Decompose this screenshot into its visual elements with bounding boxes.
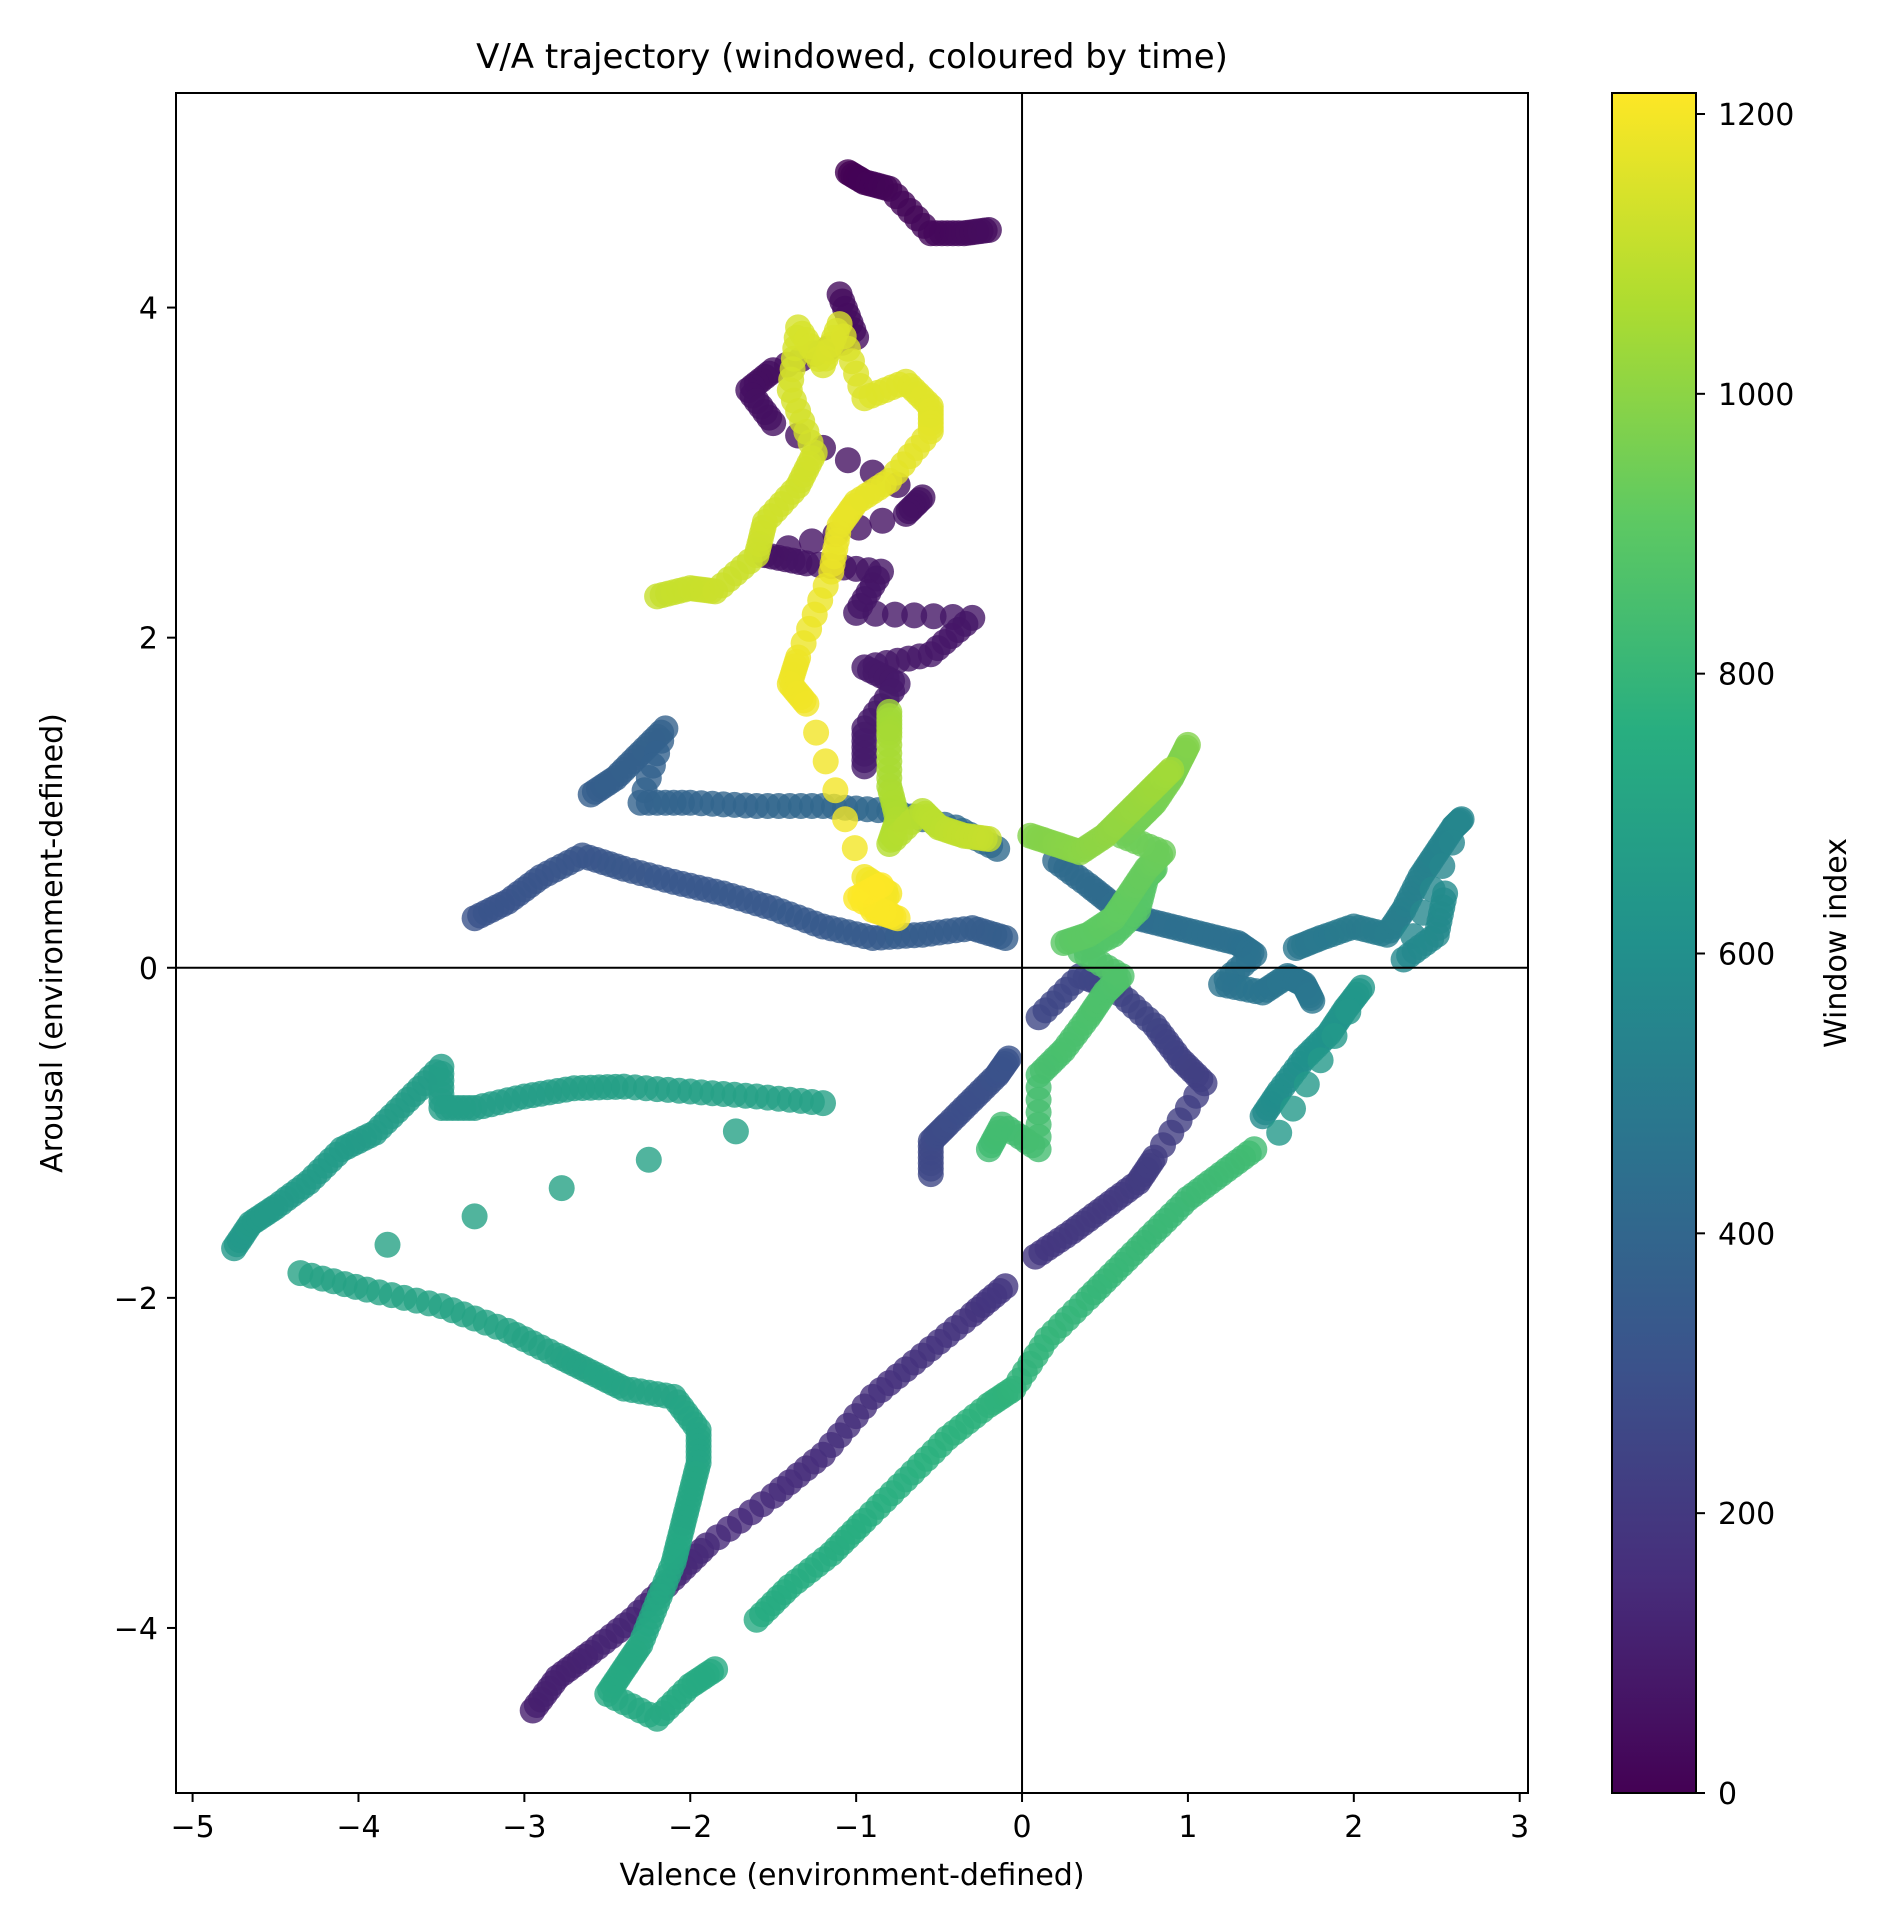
data-point [1158,756,1185,783]
data-point [798,528,825,555]
data-point [868,872,894,899]
x-tick-label: 3 [1510,1810,1529,1845]
colorbar-tick-label: 0 [1718,1777,1737,1812]
x-tick-label: −2 [668,1810,712,1845]
colorbar-tick-label: 1200 [1718,98,1794,133]
data-point [1241,1136,1268,1163]
data-point [881,601,908,628]
data-point [1448,806,1475,833]
data-point [832,806,859,833]
data-point [851,753,878,780]
x-tick-label: −1 [834,1810,878,1845]
chart-title: V/A trajectory (windowed, coloured by ti… [476,37,1228,77]
data-point [834,447,861,474]
x-axis-label: Valence (environment-defined) [619,1858,1084,1893]
data-point [374,1231,401,1258]
y-tick-label: 0 [139,952,158,987]
colorbar-tick-label: 600 [1718,937,1775,972]
data-point [995,1045,1022,1072]
x-tick-label: −5 [170,1810,214,1845]
data-point [760,410,787,437]
data-point [1299,987,1326,1014]
data-point [1280,1095,1306,1122]
data-point [1429,853,1456,879]
data-point [920,603,947,630]
y-tick-label: −4 [114,1612,158,1647]
x-tick-label: 0 [1012,1810,1031,1845]
data-point [992,925,1019,951]
data-point [975,826,1002,852]
data-point [548,1175,575,1202]
x-tick-label: −4 [336,1810,380,1845]
colorbar-label: Window index [1819,838,1854,1048]
data-point [702,1656,729,1683]
colorbar-ticks: 0 200 400 600 800 1000 1200 [1696,98,1794,1812]
data-point [892,500,919,527]
data-point [843,599,870,626]
data-point [1025,1004,1052,1031]
plot-frame [175,92,1529,1794]
data-point [1293,1071,1320,1098]
data-point [862,600,889,627]
data-point [841,835,868,862]
x-tick-label: 1 [1178,1810,1197,1845]
y-axis-label: Arousal (environment-defined) [35,713,70,1173]
data-point [901,602,928,629]
colorbar-tick-label: 200 [1718,1497,1775,1532]
colorbar-tick-label: 400 [1718,1217,1775,1252]
data-point [1439,829,1465,856]
data-point [803,719,830,746]
data-point [1307,1047,1334,1074]
data-point [1335,998,1362,1025]
data-point [793,690,820,717]
y-tick-label: 4 [139,292,158,327]
y-tick-label: −2 [114,1282,158,1317]
data-point [722,1118,749,1145]
data-points [221,159,1475,1732]
data-point [1266,1119,1293,1146]
data-point [869,507,896,534]
x-tick-label: −3 [502,1810,546,1845]
data-point [635,1146,662,1173]
colorbar-tick-label: 1000 [1718,378,1794,413]
data-point [1349,974,1376,1001]
x-axis-ticks: −5 −4 −3 −2 −1 0 1 2 3 [170,1793,1529,1845]
y-tick-label: 2 [139,622,158,657]
data-point [992,1273,1019,1300]
data-point [812,748,839,775]
x-tick-label: 2 [1344,1810,1363,1845]
data-point [810,1090,836,1117]
colorbar-tick-label: 800 [1718,658,1775,693]
data-point [1432,880,1459,907]
data-point [975,217,1002,243]
data-point [822,777,849,804]
colorbar [1611,92,1697,1794]
data-point [461,1203,488,1230]
data-point [1174,731,1201,758]
y-axis-ticks: −4 −2 0 2 4 [114,292,176,1647]
data-point [1321,1023,1348,1049]
